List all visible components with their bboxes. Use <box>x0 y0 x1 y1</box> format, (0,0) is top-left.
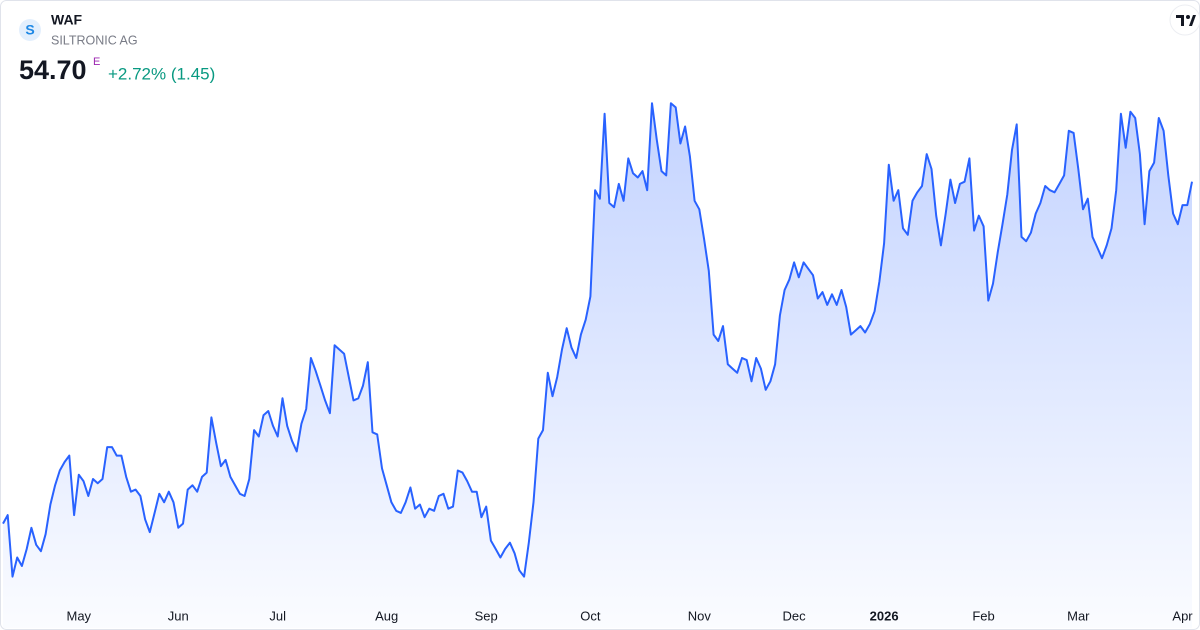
x-tick-label: Jun <box>168 608 189 623</box>
price-flag: E <box>93 56 100 68</box>
x-tick-label: May <box>67 608 92 623</box>
symbol: WAF <box>51 12 83 28</box>
price-change: +2.72% (1.45) <box>108 64 215 83</box>
logo-letter: S <box>25 22 34 38</box>
logo-circle <box>19 19 41 41</box>
x-tick-label: Apr <box>1172 608 1193 623</box>
x-tick-label: Nov <box>688 608 712 623</box>
plot-area: May Jun Jul Aug Sep Oct Nov Dec 2026 Feb Mar Apr <box>2 102 1193 628</box>
x-tick-label: Jul <box>269 608 286 623</box>
x-tick-label: 2026 <box>870 608 899 623</box>
price: 54.70 <box>19 55 87 85</box>
x-tick-label: Mar <box>1067 608 1090 623</box>
area <box>3 103 1192 628</box>
x-tick-label: Dec <box>783 608 807 623</box>
tradingview-logo[interactable] <box>1169 4 1200 36</box>
x-tick-label: Feb <box>972 608 994 623</box>
company-name: SILTRONIC AG <box>51 33 138 47</box>
price-line <box>2 102 1193 578</box>
x-tick-label: Oct <box>580 608 601 623</box>
x-tick-label: Sep <box>475 608 498 623</box>
x-tick-label: Aug <box>375 608 398 623</box>
